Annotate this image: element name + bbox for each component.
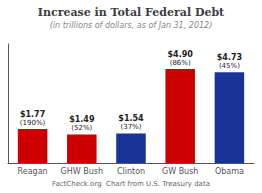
svg-text:$4.73: $4.73 — [217, 53, 242, 62]
svg-text:Clinton: Clinton — [117, 167, 145, 176]
svg-text:$4.90: $4.90 — [168, 50, 194, 59]
svg-text:(86%): (86%) — [170, 59, 191, 67]
svg-text:(190%): (190%) — [20, 119, 46, 127]
svg-text:GW Bush: GW Bush — [162, 167, 198, 176]
svg-text:$1.77: $1.77 — [20, 110, 45, 119]
svg-text:Increase in Total Federal Debt: Increase in Total Federal Debt — [38, 6, 225, 19]
svg-text:FactCheck.org Chart from U.S.: FactCheck.org Chart from U.S. Treasury d… — [52, 180, 210, 188]
svg-text:GHW Bush: GHW Bush — [61, 167, 103, 176]
svg-text:(52%): (52%) — [71, 124, 92, 132]
svg-text:(45%): (45%) — [219, 62, 240, 70]
svg-text:$1.49: $1.49 — [69, 115, 95, 124]
svg-text:(37%): (37%) — [120, 123, 141, 131]
svg-text:$1.54: $1.54 — [118, 114, 144, 123]
svg-text:(in trillions of dollars, as o: (in trillions of dollars, as of Jan 31, … — [50, 21, 213, 30]
svg-text:Reagan: Reagan — [18, 167, 48, 176]
svg-text:Obama: Obama — [215, 167, 244, 176]
